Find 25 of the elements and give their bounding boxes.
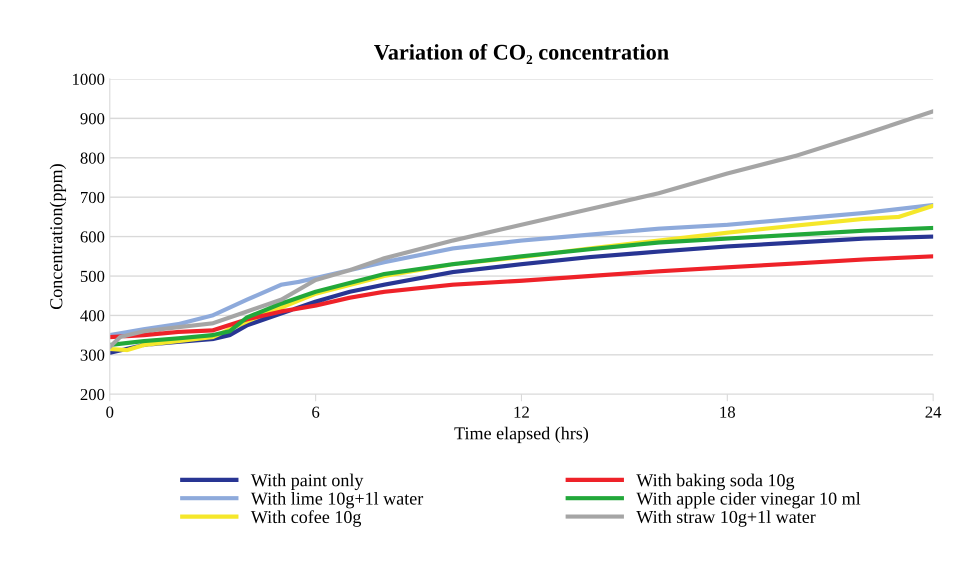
legend-label: With straw 10g+1l water xyxy=(636,510,816,527)
y-tick-label: 600 xyxy=(80,231,104,243)
x-tick-label: 0 xyxy=(106,406,114,418)
line-series xyxy=(110,254,934,340)
y-tick-label: 700 xyxy=(81,192,104,204)
y-tick-label: 800 xyxy=(80,152,104,164)
y-tick-label: 500 xyxy=(80,270,104,282)
y-tick-label: 400 xyxy=(80,310,104,322)
y-tick-label: 200 xyxy=(80,388,104,400)
legend-label: With lime 10g+1l water xyxy=(250,492,424,508)
x-tick-label: 12 xyxy=(514,406,529,418)
x-tick-label: 18 xyxy=(720,406,736,418)
legend-label: With paint only xyxy=(250,474,364,490)
legend-label: With baking soda 10g xyxy=(636,474,794,490)
y-tick-label: 300 xyxy=(80,350,104,361)
y-tick-label: 1000 xyxy=(73,74,104,85)
x-axis-title: Time elapsed (hrs) xyxy=(454,426,588,444)
legend-label: With apple cider vinegar 10 ml xyxy=(636,492,860,508)
x-tick-label: 24 xyxy=(926,406,942,418)
y-axis-title: Concentration(ppm) xyxy=(50,164,66,310)
x-tick-label: 6 xyxy=(312,406,320,418)
y-tick-label: 900 xyxy=(80,113,104,124)
legend-label: With cofee 10g xyxy=(250,510,362,527)
line-series xyxy=(110,109,934,350)
chart-title: Variation of CO₂ concentration xyxy=(374,44,669,64)
